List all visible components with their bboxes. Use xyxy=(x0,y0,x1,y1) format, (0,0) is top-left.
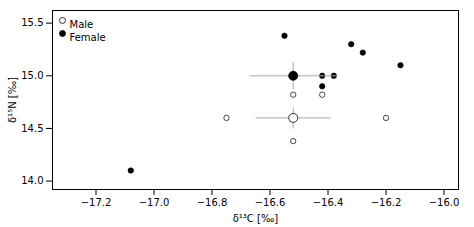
svg-text:14.5: 14.5 xyxy=(21,123,43,134)
svg-text:−17.0: −17.0 xyxy=(139,197,170,208)
svg-text:Female: Female xyxy=(70,32,106,43)
svg-text:δ¹³C [‰]: δ¹³C [‰] xyxy=(233,213,279,224)
svg-text:δ¹⁵N [‰]: δ¹⁵N [‰] xyxy=(7,77,18,123)
svg-text:15.5: 15.5 xyxy=(21,17,43,28)
svg-text:−16.2: −16.2 xyxy=(371,197,402,208)
svg-text:Male: Male xyxy=(70,19,94,30)
svg-text:−16.6: −16.6 xyxy=(255,197,286,208)
svg-text:−16.8: −16.8 xyxy=(197,197,228,208)
svg-text:−16.0: −16.0 xyxy=(429,197,460,208)
svg-text:14.0: 14.0 xyxy=(21,175,43,186)
svg-text:−16.4: −16.4 xyxy=(313,197,344,208)
svg-text:−17.2: −17.2 xyxy=(81,197,112,208)
svg-text:15.0: 15.0 xyxy=(21,70,43,81)
